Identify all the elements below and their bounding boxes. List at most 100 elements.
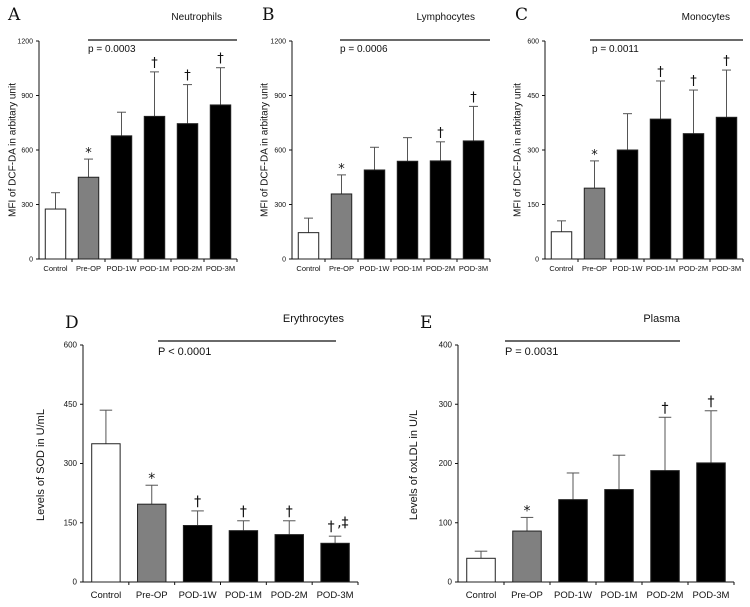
panel-b-title: Lymphocytes [416,12,475,23]
panel-b-ylabel: MFI of DCF-DA in arbitary unit [260,83,271,217]
panel-c-bar-pod-3m [715,116,738,260]
panel-d-bar-pod-3m [320,542,350,583]
panel-a-pvalue: p = 0.0003 [88,44,136,55]
panel-a-ytick-label: 900 [21,93,33,100]
panel-b-category-label: POD-1W [360,264,391,273]
panel-a-title: Neutrophils [171,12,222,23]
panel-e-title: Plasma [643,313,681,325]
panel-d-ytick-label: 150 [64,518,78,527]
panel-b-letter: B [262,5,275,25]
panel-e-ytick-label: 0 [448,578,453,587]
panel-d-category-label: POD-2M [271,590,308,601]
panel-e-marker: † [708,394,715,410]
panel-a-ytick-label: 0 [29,257,33,264]
panel-e-ytick-label: 100 [439,518,453,527]
panel-e-bar-pod-3m [696,462,726,583]
panel-d-category-label: POD-3M [317,590,354,601]
panel-a-ytick-label: 1200 [17,39,33,46]
panel-c-pvalue: p = 0.0011 [592,44,639,55]
panel-a-category-label: Control [43,264,68,273]
panel-d-ytick-label: 450 [64,400,78,409]
panel-b-category-label: POD-2M [426,264,455,273]
panel-c-ytick-label: 150 [527,202,539,209]
panel-d-bar-pod-1w [182,525,213,583]
panel-b-category-label: POD-3M [459,264,488,273]
panel-d-category-label: Pre-OP [136,590,168,601]
panel-d-ylabel: Levels of SOD in U/mL [35,409,47,521]
panel-c-category-label: POD-3M [712,264,741,273]
panel-c-bar-control [550,231,573,260]
panel-a-bar-pod-1m [143,115,166,260]
panel-b-category-label: Control [296,264,321,273]
panel-c-marker: † [657,65,664,80]
panel-e-category-label: POD-1W [554,590,592,601]
panel-a-letter: A [7,5,21,25]
panel-d-marker: * [148,471,155,487]
panel-a-bar-pre-op [77,176,100,260]
panel-d-ytick-label: 0 [73,578,78,587]
panel-b-marker: * [338,162,345,177]
panel-a-category-label: Pre-OP [76,264,101,273]
panel-b-ytick-label: 900 [274,93,286,100]
panel-a-category-label: POD-1M [140,264,169,273]
panel-e-category-label: POD-3M [693,590,730,601]
panel-d-bar-pod-1m [228,530,259,583]
panel-d-marker: † [328,519,335,535]
panel-b-ytick-label: 0 [282,257,286,264]
panel-d-category-label: POD-1W [179,590,217,601]
panel-e-letter: E [420,313,432,333]
panel-e-bar-pod-1m [604,489,634,583]
panel-e-bar-pod-2m [650,470,680,583]
panel-c-category-label: Pre-OP [582,264,607,273]
panel-b-marker: † [470,90,477,105]
panel-c-category-label: POD-2M [679,264,708,273]
panel-a-category-label: POD-3M [206,264,235,273]
panel-e-bar-control [466,557,496,583]
panel-b-bar-pre-op [330,193,353,260]
panel-a-ytick-label: 300 [21,202,33,209]
panel-c-category-label: POD-1M [646,264,675,273]
panel-d-bar-pod-2m [274,534,304,583]
panel-c-ytick-label: 0 [535,257,539,264]
panel-d-category-label: Control [91,590,122,601]
panel-c-ytick-label: 600 [527,39,539,46]
panel-b-marker: † [437,126,444,141]
panel-d-ytick-label: 300 [64,459,78,468]
panel-d-marker: † [240,504,247,520]
panel-b-ytick-label: 1200 [270,39,286,46]
panel-b-bar-control [297,232,320,260]
panel-a-bar-control [44,208,67,260]
panel-e-category-label: POD-2M [647,590,684,601]
panel-c-ylabel: MFI of DCF-DA in arbitary unit [513,83,524,217]
panel-b-bar-pod-3m [462,140,485,260]
panel-a-marker: * [85,146,92,161]
panel-a-category-label: POD-1W [107,264,138,273]
panel-c-letter: C [515,5,528,25]
panel-d-bar-pre-op [137,503,167,583]
panel-d-bar-control [91,443,121,583]
panel-c-marker: * [591,148,598,163]
panel-c-title: Monocytes [682,12,730,23]
panel-c-bar-pre-op [583,187,606,260]
panel-b-bar-pod-2m [429,160,452,260]
panel-c-marker: † [723,54,730,69]
panel-c-marker: † [690,74,697,89]
panel-b-pvalue: p = 0.0006 [340,44,388,55]
panel-c-bar-pod-1w [616,149,639,260]
panel-d-title: Erythrocytes [283,313,345,325]
panel-e-pvalue: P = 0.0031 [505,346,558,358]
panel-d-category-label: POD-1M [225,590,262,601]
panel-c-category-label: POD-1W [613,264,644,273]
panel-b-ytick-label: 300 [274,202,286,209]
panel-a-ylabel: MFI of DCF-DA in arbitary unit [8,83,19,217]
panel-c-bar-pod-1m [649,118,672,260]
panel-a-ytick-label: 600 [21,148,33,155]
panel-a-bar-pod-3m [209,104,232,260]
panel-e-category-label: Pre-OP [511,590,543,601]
panel-b-bar-pod-1w [363,169,386,260]
panel-a-marker: † [151,56,158,71]
panel-d-marker: † [194,494,201,510]
panel-e-ytick-label: 300 [439,400,453,409]
panel-a-bar-pod-1w [110,135,133,260]
